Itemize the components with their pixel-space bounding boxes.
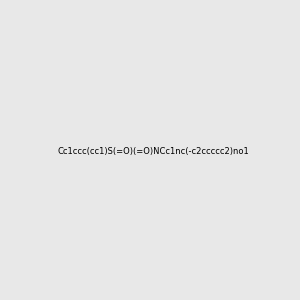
Text: Cc1ccc(cc1)S(=O)(=O)NCc1nc(-c2ccccc2)no1: Cc1ccc(cc1)S(=O)(=O)NCc1nc(-c2ccccc2)no1 bbox=[58, 147, 250, 156]
